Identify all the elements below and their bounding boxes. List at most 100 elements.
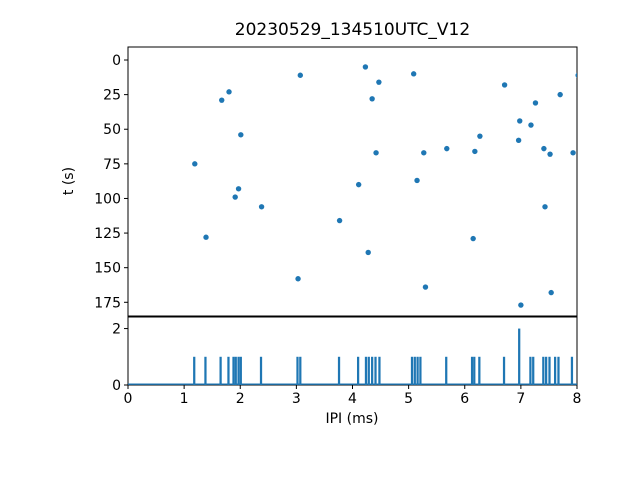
scatter-point (470, 235, 476, 242)
y-tick-label: 75 (103, 157, 121, 173)
histogram-bar (416, 356, 419, 385)
scatter-point (541, 145, 547, 152)
histogram-bar (478, 356, 481, 385)
histogram-bar (548, 356, 551, 385)
x-tick-label: 4 (348, 391, 357, 407)
scatter-point (192, 161, 198, 167)
histogram-frame (127, 316, 578, 386)
histogram-bar (356, 356, 360, 385)
scatter-point (422, 284, 429, 290)
histogram-bar (296, 356, 299, 385)
scatter-point (477, 133, 483, 139)
scatter-point (444, 145, 450, 152)
y-tick-label: 0 (112, 378, 121, 394)
histogram-bar (470, 356, 474, 385)
histogram-bar (553, 356, 557, 385)
scatter-point (575, 72, 577, 78)
histogram-bar (378, 356, 381, 385)
histogram-bar (413, 356, 416, 385)
histogram-bar (374, 356, 377, 385)
x-tick-label: 2 (236, 391, 245, 407)
histogram-bar (473, 356, 476, 385)
scatter-point (570, 150, 576, 156)
scatter-point (336, 217, 343, 224)
scatter-point (542, 204, 548, 210)
histogram-bar (502, 356, 506, 385)
histogram-axes: 0 2 0 1 2 3 4 5 6 7 8 (112, 316, 582, 407)
histogram-bar (545, 356, 548, 385)
x-tick-label: 7 (516, 391, 525, 407)
y-tick-label: 25 (103, 88, 121, 104)
histogram-bar (419, 356, 422, 385)
scatter-point (528, 122, 534, 128)
histogram-bar (237, 356, 240, 385)
histogram-bar (232, 356, 235, 385)
scatter-frame (127, 46, 578, 317)
y-tick-label: 175 (94, 295, 121, 311)
scatter-point (235, 186, 242, 192)
scatter-point (238, 132, 244, 138)
scatter-axes: 0 25 50 75 100 125 150 175 (94, 46, 578, 317)
histogram-bar (299, 356, 302, 385)
histogram-bar (364, 356, 368, 385)
histogram-bar (542, 356, 545, 385)
scatter-point (472, 148, 478, 155)
x-tick-label: 6 (460, 391, 469, 407)
scatter-point (501, 82, 508, 88)
scatter-point (373, 150, 379, 156)
scatter-point (369, 96, 375, 102)
x-axis-label: IPI (ms) (325, 411, 378, 427)
scatter-point (362, 64, 369, 70)
x-tick-label: 8 (573, 391, 582, 407)
y-tick-label: 50 (103, 122, 121, 138)
scatter-point (547, 151, 553, 157)
histogram-bar (337, 356, 341, 385)
scatter-point (421, 150, 427, 156)
scatter-point (410, 71, 417, 77)
x-tick-label: 0 (124, 391, 133, 407)
histogram-bar (410, 356, 414, 385)
histogram-bar (529, 356, 532, 385)
y-tick-label: 125 (94, 226, 121, 242)
histogram-bar (234, 356, 237, 385)
scatter-point (226, 89, 232, 95)
histogram-bar (557, 356, 560, 385)
histogram-bar (259, 356, 263, 385)
histogram-bars (128, 328, 577, 385)
scatter-point (557, 91, 563, 98)
scatter-points (192, 64, 577, 308)
scatter-point (518, 302, 524, 308)
plot-title: 20230529_134510UTC_V12 (234, 20, 471, 40)
histogram-bar (204, 356, 207, 385)
y-tick-label: 150 (94, 261, 121, 277)
scatter-point (515, 137, 522, 144)
scatter-point (232, 194, 238, 200)
scatter-point (355, 181, 362, 188)
histogram-bar (193, 356, 196, 385)
y-tick-label: 2 (112, 322, 121, 338)
scatter-point (532, 100, 539, 106)
scatter-point (203, 234, 209, 240)
scatter-point (414, 177, 420, 184)
histogram-bar (367, 356, 370, 385)
y-tick-label: 100 (94, 191, 121, 207)
scatter-point (365, 249, 371, 256)
histogram-bar (371, 356, 374, 385)
histogram-bar (227, 356, 230, 385)
histogram-bar (239, 356, 242, 385)
scatter-point (258, 204, 265, 210)
x-tick-label: 3 (292, 391, 301, 407)
scatter-point (376, 79, 382, 85)
x-tick-label: 1 (180, 391, 189, 407)
histogram-bar (532, 356, 535, 385)
histogram-bar (219, 356, 222, 385)
histogram-bar (570, 356, 574, 385)
scatter-point (517, 118, 523, 124)
scatter-point (219, 97, 225, 103)
scatter-point (295, 276, 301, 282)
y-tick-label: 0 (112, 53, 121, 69)
scatter-point (297, 72, 304, 78)
histogram-bar (518, 328, 521, 385)
